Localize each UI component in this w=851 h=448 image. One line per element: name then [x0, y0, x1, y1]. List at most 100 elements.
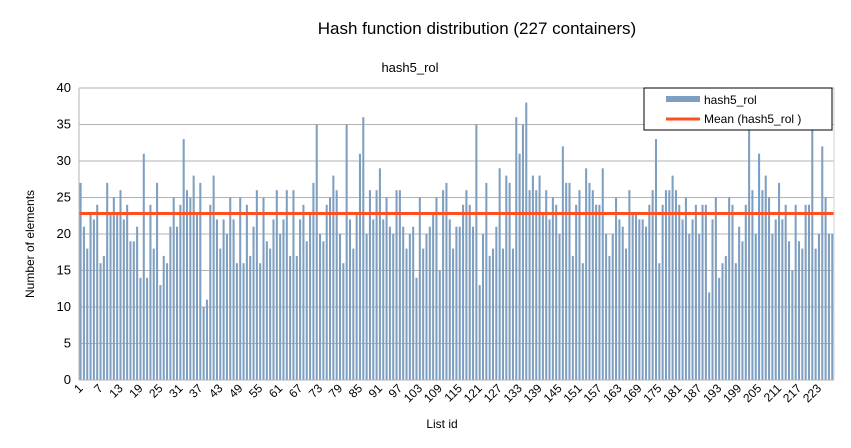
bar	[478, 285, 481, 380]
bar	[455, 226, 458, 380]
bar	[548, 219, 551, 380]
bar	[618, 219, 621, 380]
bar	[378, 168, 381, 380]
bar	[724, 255, 727, 380]
bar	[292, 190, 295, 380]
bar	[495, 226, 498, 380]
bar	[648, 204, 651, 380]
bar	[465, 190, 468, 380]
x-tick-label: 163	[601, 381, 625, 405]
bar	[601, 168, 604, 380]
x-tick-label: 127	[481, 381, 505, 405]
bar	[714, 197, 717, 380]
bar	[225, 234, 228, 380]
bar	[501, 248, 505, 380]
bar	[212, 175, 215, 380]
bar	[631, 212, 634, 380]
bar	[219, 248, 222, 380]
x-tick-label: 223	[800, 381, 824, 405]
bar	[215, 219, 218, 380]
bar	[611, 234, 614, 380]
bar	[269, 248, 272, 380]
bar	[109, 212, 112, 380]
bar	[156, 182, 159, 380]
bar	[142, 153, 145, 380]
y-tick-label: 15	[57, 263, 71, 278]
bar	[588, 182, 591, 380]
x-tick-label: 133	[501, 381, 525, 405]
bar	[681, 219, 684, 380]
bar	[179, 204, 182, 380]
x-tick-label: 103	[401, 381, 425, 405]
bar	[99, 263, 102, 380]
bar	[382, 219, 385, 380]
bar	[262, 197, 265, 380]
bar	[375, 190, 378, 380]
bar	[688, 234, 691, 380]
bar	[628, 190, 631, 380]
bar	[132, 241, 135, 380]
bar	[322, 241, 325, 380]
bar	[551, 197, 554, 380]
x-axis-label: List id	[426, 417, 457, 431]
bar	[694, 204, 697, 380]
bar	[511, 248, 514, 380]
bar	[328, 197, 332, 380]
bar	[804, 204, 807, 380]
x-tick-label: 31	[166, 381, 186, 401]
legend-line-label: Mean (hash5_rol )	[704, 112, 801, 126]
bar	[209, 204, 212, 380]
bar	[282, 219, 285, 380]
bar	[452, 248, 455, 380]
bar	[731, 204, 734, 380]
bar	[82, 226, 85, 380]
x-tick-label: 121	[461, 381, 485, 405]
bar	[185, 190, 189, 380]
bar	[814, 248, 817, 380]
x-tick-label: 181	[660, 381, 684, 405]
bar	[372, 219, 375, 380]
bar	[129, 241, 132, 380]
bar	[162, 255, 165, 380]
bar	[362, 117, 365, 380]
bar	[518, 153, 521, 380]
bar	[428, 226, 431, 380]
bar	[641, 219, 644, 380]
x-tick-label: 91	[366, 381, 386, 401]
x-tick-label: 61	[266, 381, 286, 401]
bar	[245, 204, 248, 380]
bar	[345, 124, 348, 380]
bar	[738, 226, 741, 380]
bar	[342, 263, 345, 380]
bar	[485, 182, 488, 380]
bar	[395, 190, 398, 380]
bar	[299, 219, 302, 380]
bar	[491, 248, 495, 380]
x-tick-label: 211	[761, 381, 785, 405]
bar	[734, 263, 737, 380]
bar	[199, 182, 202, 380]
bar	[678, 204, 681, 380]
bar	[525, 102, 528, 380]
bar	[348, 219, 352, 380]
bar	[418, 197, 421, 380]
bar	[565, 182, 568, 380]
bar	[252, 226, 255, 380]
x-tick-label: 157	[581, 381, 605, 405]
bar	[761, 190, 764, 380]
bar	[422, 248, 425, 380]
bar	[585, 168, 588, 380]
legend-bar-swatch	[666, 96, 700, 102]
bar	[365, 234, 368, 380]
x-tick-label: 169	[620, 381, 644, 405]
bar	[481, 234, 485, 380]
bar	[498, 168, 501, 380]
bar	[821, 146, 824, 380]
x-tick-label: 67	[286, 381, 306, 401]
bar	[232, 219, 235, 380]
bar	[295, 255, 298, 380]
bar	[445, 182, 448, 380]
bar	[664, 190, 667, 380]
bar	[698, 234, 701, 380]
bar	[728, 197, 731, 380]
